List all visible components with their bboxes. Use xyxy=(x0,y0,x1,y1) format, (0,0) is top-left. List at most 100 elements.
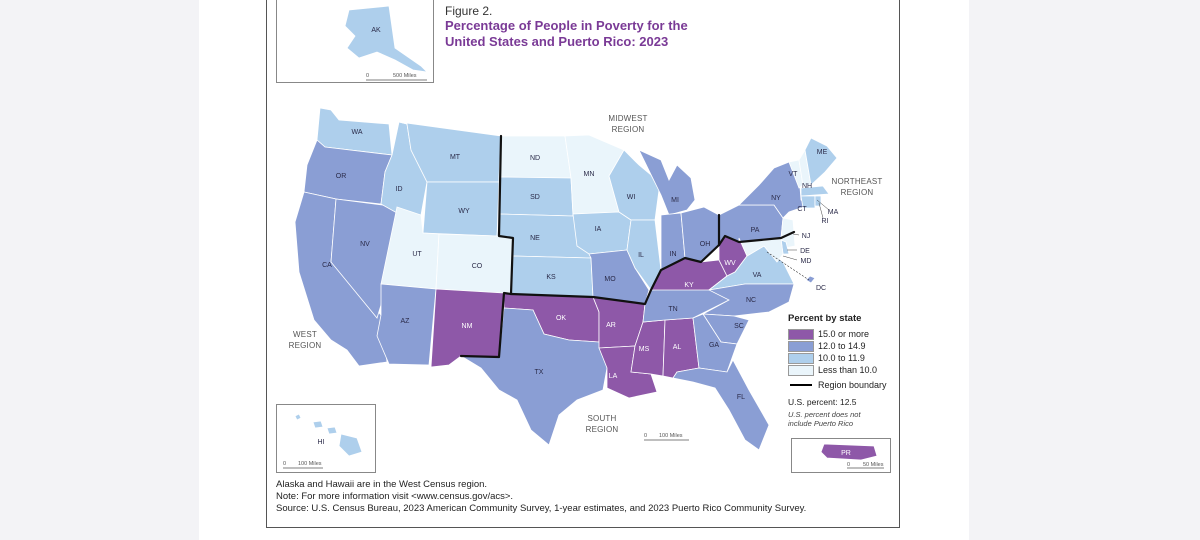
figure-frame xyxy=(266,0,900,528)
legend: Percent by state 15.0 or more 12.0 to 14… xyxy=(788,313,908,428)
label-ky: KY xyxy=(684,282,694,289)
state-mi[interactable] xyxy=(638,149,696,216)
label-sd: SD xyxy=(530,194,540,201)
label-ia: IA xyxy=(595,226,602,233)
label-mo: MO xyxy=(604,276,616,283)
region-west-line-1: WEST xyxy=(293,330,317,339)
label-dc: DC xyxy=(816,285,826,292)
state-dc[interactable] xyxy=(805,275,816,284)
label-tx: TX xyxy=(535,369,544,376)
label-ma: MA xyxy=(828,209,839,216)
label-pr: PR xyxy=(841,450,851,457)
region-labels: MIDWEST REGION NORTHEAST REGION WEST REG… xyxy=(289,114,883,434)
us-percent: U.S. percent: 12.5 xyxy=(788,397,857,407)
state-ia[interactable] xyxy=(572,211,632,255)
label-nd: ND xyxy=(530,155,540,162)
label-me: ME xyxy=(817,149,828,156)
region-northeast-line-1: NORTHEAST xyxy=(832,177,883,186)
state-fl[interactable] xyxy=(672,359,770,451)
state-nc[interactable] xyxy=(701,283,795,317)
legend-item: 15.0 or more xyxy=(788,328,908,340)
legend-boundary-item: Region boundary xyxy=(788,379,908,391)
label-hi: HI xyxy=(318,439,325,446)
state-nj[interactable] xyxy=(780,217,796,249)
label-ca: CA xyxy=(322,262,332,269)
figure-label: Figure 2. xyxy=(445,4,493,18)
label-al: AL xyxy=(673,344,682,351)
scale-pr-start: 0 xyxy=(847,462,850,468)
label-id: ID xyxy=(396,186,403,193)
poverty-map: WA OR CA NV ID MT WY UT CO AZ NM ND SD N… xyxy=(283,5,884,469)
legend-label: 10.0 to 11.9 xyxy=(818,353,865,363)
state-ak[interactable] xyxy=(344,5,429,73)
label-mt: MT xyxy=(450,154,461,161)
label-wy: WY xyxy=(458,208,470,215)
legend-swatch xyxy=(788,328,814,340)
boundary-south-midwest xyxy=(509,243,721,306)
label-vt: VT xyxy=(789,171,799,178)
region-northeast-line-2: REGION xyxy=(841,188,874,197)
scale-hi-end: 100 Miles xyxy=(298,461,322,467)
state-ny[interactable] xyxy=(738,161,810,219)
region-midwest-line-1: MIDWEST xyxy=(608,114,647,123)
legend-item: 12.0 to 14.9 xyxy=(788,340,908,352)
state-hi[interactable] xyxy=(294,413,363,457)
state-tx[interactable] xyxy=(459,307,608,446)
page-background-right xyxy=(969,0,1200,540)
label-fl: FL xyxy=(737,394,745,401)
ne-leader-lines xyxy=(782,199,830,261)
state-oh[interactable] xyxy=(680,206,720,263)
us-percent-note: U.S. percent does not include Puerto Ric… xyxy=(788,410,861,428)
legend-boundary-line xyxy=(790,384,812,386)
scale-pr-end: 50 Miles xyxy=(863,462,884,468)
region-west-line-2: REGION xyxy=(289,341,322,350)
label-ny: NY xyxy=(771,195,781,202)
label-ut: UT xyxy=(412,251,422,258)
scale-hi-start: 0 xyxy=(283,461,286,467)
hawaii-inset xyxy=(276,404,376,473)
scale-bars: 0 500 Miles 0 100 Miles 0 100 Miles 0 50… xyxy=(283,73,884,469)
legend-label: 12.0 to 14.9 xyxy=(818,341,866,351)
label-va: VA xyxy=(753,272,762,279)
state-me[interactable] xyxy=(804,137,838,186)
label-ri: RI xyxy=(822,218,829,225)
scale-ak-start: 0 xyxy=(366,73,369,79)
label-ga: GA xyxy=(709,342,719,349)
legend-title: Percent by state xyxy=(788,313,862,324)
label-md: MD xyxy=(801,258,812,265)
legend-label: Less than 10.0 xyxy=(818,365,878,375)
label-ak: AK xyxy=(371,27,381,34)
footnotes: Alaska and Hawaii are in the West Census… xyxy=(276,479,806,515)
state-pr[interactable] xyxy=(820,443,878,461)
scale-main-end: 100 Miles xyxy=(659,433,683,439)
label-nh: NH xyxy=(802,183,812,190)
footnote-regions: Alaska and Hawaii are in the West Census… xyxy=(276,479,488,490)
region-south-line-1: SOUTH xyxy=(588,414,617,423)
label-in: IN xyxy=(670,251,677,258)
label-ar: AR xyxy=(606,322,616,329)
label-wv: WV xyxy=(724,260,736,267)
label-tn: TN xyxy=(668,306,677,313)
label-wa: WA xyxy=(351,129,362,136)
label-de: DE xyxy=(800,248,810,255)
region-boundaries xyxy=(459,134,796,359)
state-ma[interactable] xyxy=(800,185,830,197)
figure-title-line-2: United States and Puerto Rico: 2023 xyxy=(445,34,669,49)
legend-swatch xyxy=(788,340,814,352)
scale-main-start: 0 xyxy=(644,433,647,439)
legend-boundary-label: Region boundary xyxy=(818,380,887,390)
label-or: OR xyxy=(336,173,347,180)
label-oh: OH xyxy=(700,241,711,248)
label-pa: PA xyxy=(751,227,760,234)
state-ct[interactable] xyxy=(800,195,816,209)
label-nj: NJ xyxy=(802,233,811,240)
region-south-line-2: REGION xyxy=(586,425,619,434)
label-nv: NV xyxy=(360,241,370,248)
dc-leader-line xyxy=(766,251,810,281)
label-co: CO xyxy=(472,263,483,270)
footnote-source: Source: U.S. Census Bureau, 2023 America… xyxy=(276,503,807,514)
label-az: AZ xyxy=(401,318,411,325)
figure-page: Figure 2. Percentage of People in Povert… xyxy=(199,0,969,540)
label-nm: NM xyxy=(462,323,473,330)
legend-swatch xyxy=(788,364,814,376)
